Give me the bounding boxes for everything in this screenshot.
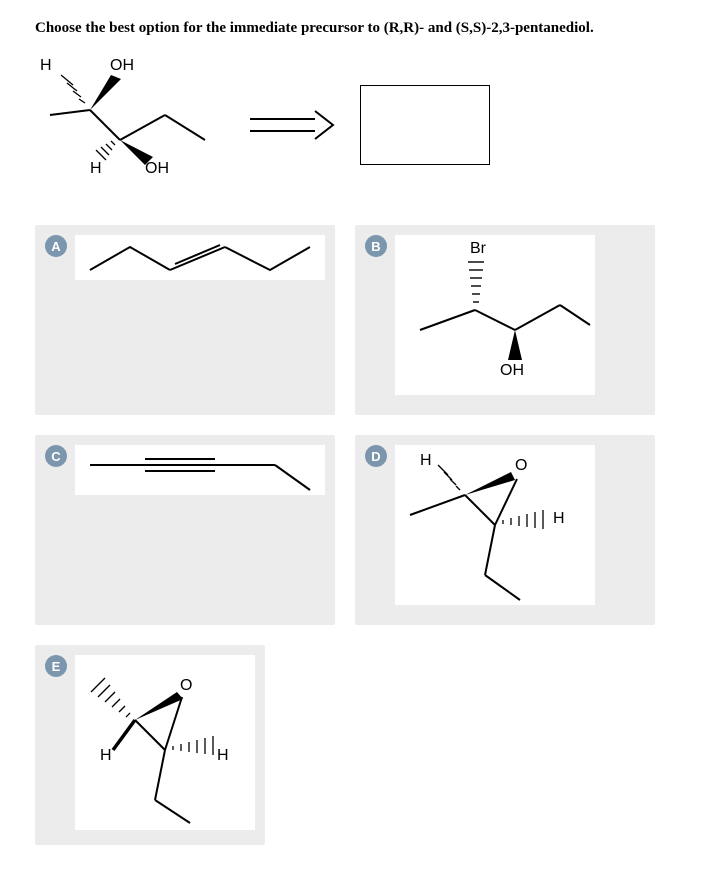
- badge-d: D: [365, 445, 387, 467]
- badge-b: B: [365, 235, 387, 257]
- hash-wedge-e1: [91, 678, 130, 717]
- label-oh-b: OH: [500, 362, 524, 379]
- hash-wedge-e2: [173, 736, 213, 755]
- label-o-e: O: [180, 677, 192, 694]
- solid-wedge-2: [120, 140, 153, 165]
- option-b[interactable]: B Br OH: [355, 225, 655, 415]
- hash-wedge-d2: [503, 510, 543, 529]
- solid-wedge-1: [90, 75, 121, 110]
- label-o-d: O: [515, 457, 527, 474]
- label-oh1: OH: [110, 57, 134, 74]
- label-hw-e: H: [217, 747, 229, 764]
- hash-wedge-b: [468, 262, 484, 302]
- label-h-e: H: [100, 747, 112, 764]
- badge-a: A: [45, 235, 67, 257]
- target-structure: H OH H OH: [35, 55, 225, 195]
- structure-e: H O H: [75, 655, 255, 830]
- structure-b: Br OH: [395, 235, 595, 395]
- structure-c: [75, 445, 325, 495]
- badge-c: C: [45, 445, 67, 467]
- hash-wedge-1: [61, 75, 85, 103]
- label-hw-d: H: [553, 510, 565, 527]
- label-h2: H: [90, 160, 102, 177]
- hash-wedge-2: [96, 141, 115, 160]
- badge-e: E: [45, 655, 67, 677]
- option-a[interactable]: A: [35, 225, 335, 415]
- question-text: Choose the best option for the immediate…: [35, 20, 685, 37]
- retro-arrow: [245, 105, 340, 145]
- label-h-d: H: [420, 452, 432, 469]
- hash-wedge-d: [438, 465, 460, 490]
- answer-dropzone[interactable]: [360, 85, 490, 165]
- target-row: H OH H OH: [35, 55, 685, 195]
- label-br: Br: [470, 240, 487, 257]
- structure-d: H O H: [395, 445, 595, 605]
- options-grid: A B Br OH: [35, 225, 685, 845]
- option-e[interactable]: E H O H: [35, 645, 265, 845]
- structure-a: [75, 235, 325, 280]
- label-h1: H: [40, 57, 52, 74]
- option-d[interactable]: D H O H: [355, 435, 655, 625]
- solid-wedge-b: [508, 330, 522, 360]
- option-c[interactable]: C: [35, 435, 335, 625]
- solid-wedge-d1: [465, 472, 515, 495]
- label-oh2: OH: [145, 160, 169, 177]
